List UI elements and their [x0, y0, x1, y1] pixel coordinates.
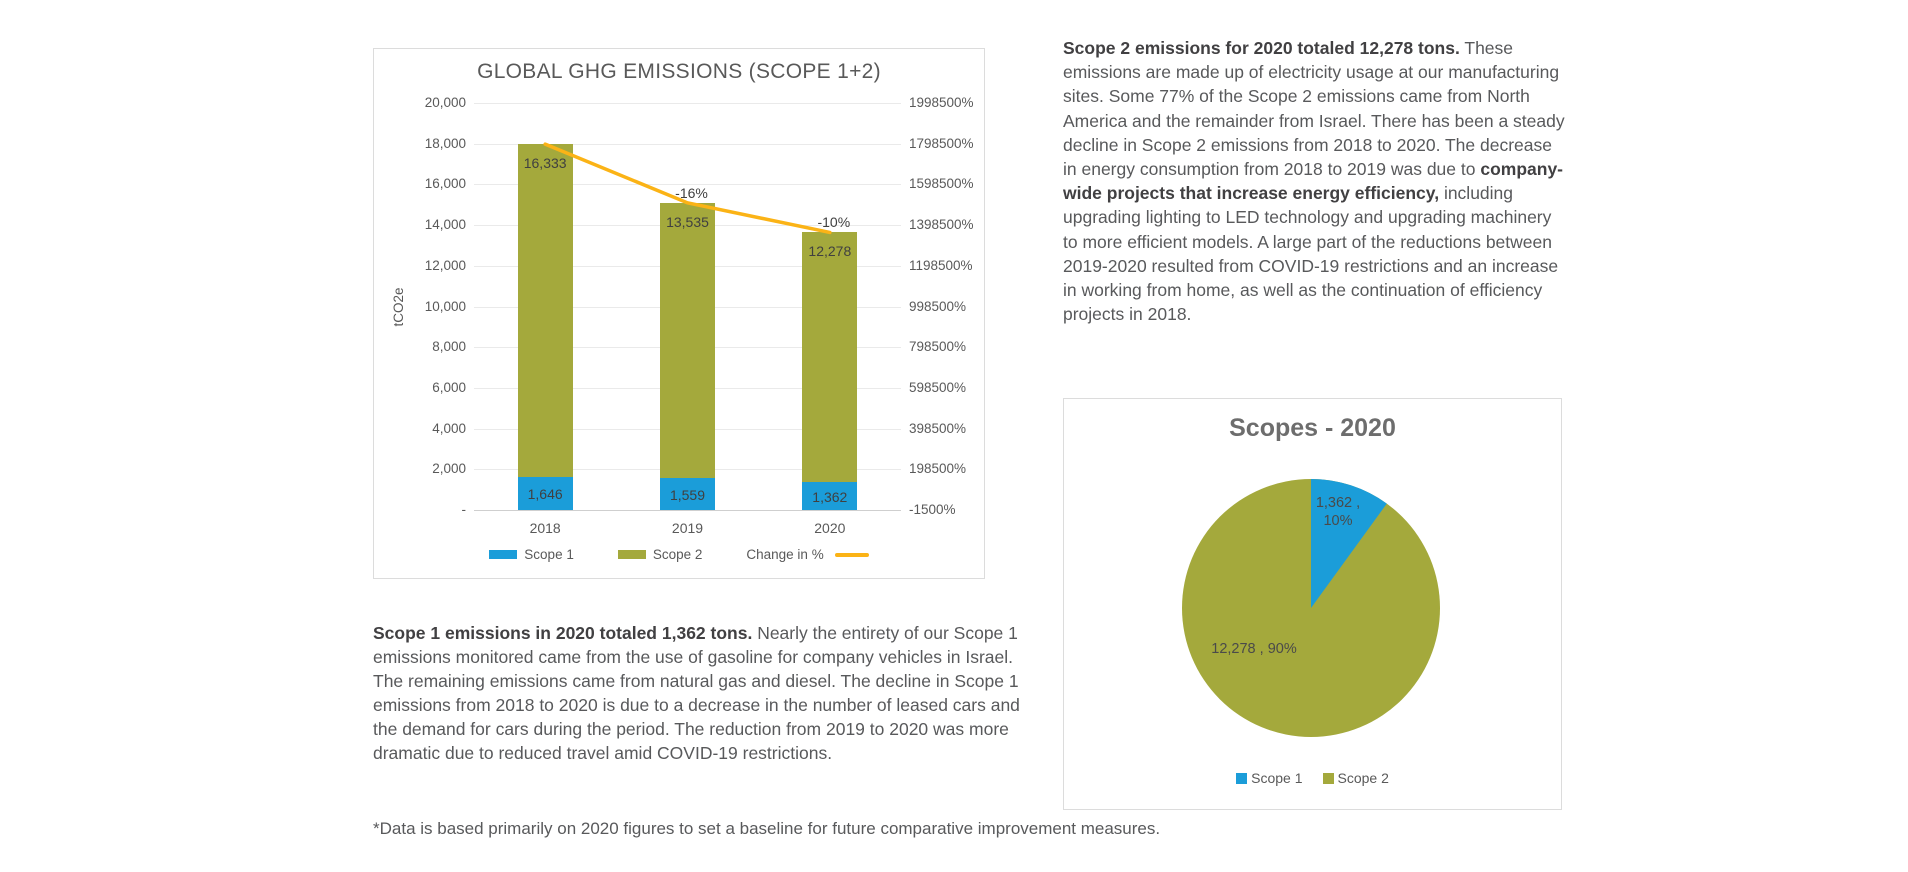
y-axis-tick-label: 2,000 — [432, 461, 466, 477]
legend-item-scope-2: Scope 2 — [1322, 770, 1389, 786]
pie-chart-title: Scopes - 2020 — [1229, 414, 1396, 442]
legend-label: Change in % — [746, 547, 824, 562]
y-axis-tick-label: 18,000 — [424, 135, 466, 151]
legend-label: Scope 2 — [1337, 770, 1389, 786]
legend-label: Scope 1 — [524, 547, 574, 562]
text-run: These emissions are made up of electrici… — [1063, 38, 1565, 180]
legend-swatch-icon — [1236, 772, 1248, 784]
secondary-axis-tick-label: 1198500% — [909, 257, 973, 273]
secondary-axis-tick-label: 398500% — [909, 420, 967, 436]
bar-chart-title: GLOBAL GHG EMISSIONS (SCOPE 1+2) — [477, 60, 881, 83]
scope2-value-label: 13,535 — [666, 213, 709, 230]
y-axis-tick-label: 8,000 — [432, 339, 466, 355]
bar-chart-legend: Scope 1 Scope 2 Change in % — [374, 547, 984, 562]
scope2-bar-segment — [660, 202, 715, 479]
legend-item-scope-2: Scope 2 — [617, 547, 703, 562]
scope1-bar-segment — [517, 476, 573, 510]
scope2-value-label: 12,278 — [808, 243, 852, 260]
legend-swatch-icon — [1322, 772, 1334, 784]
legend-swatch-icon — [617, 550, 646, 559]
scope1-value-label: 1,646 — [527, 485, 563, 502]
scope1-bar-segment — [802, 482, 858, 510]
ghg-emissions-bar-chart: GLOBAL GHG EMISSIONS (SCOPE 1+2) tCO2e 2… — [373, 48, 985, 579]
legend-label: Scope 1 — [1251, 770, 1303, 786]
scope1-value-label: 1,362 — [812, 488, 848, 505]
category-label: 2020 — [814, 520, 846, 536]
bold-text-run: Scope 2 emissions for 2020 totaled 12,27… — [1063, 38, 1460, 58]
pie-chart-plot-area — [1181, 478, 1441, 738]
secondary-axis-tick-label: 1398500% — [909, 217, 974, 233]
secondary-axis-tick-label: -1500% — [909, 502, 956, 517]
y-axis-tick-label: 4,000 — [432, 420, 466, 436]
y-axis-tick-label: 10,000 — [424, 298, 466, 314]
footnote: *Data is based primarily on 2020 figures… — [373, 819, 1161, 838]
y-axis-tick-label: 20,000 — [424, 95, 466, 110]
secondary-axis-tick-label: 1598500% — [909, 176, 974, 192]
category-label: 2019 — [671, 520, 704, 536]
gridline — [474, 103, 901, 104]
legend-swatch-icon — [489, 550, 518, 559]
secondary-axis-tick-label: 1798500% — [909, 135, 974, 151]
legend-item-change-in-percent: Change in % — [746, 547, 869, 562]
secondary-axis-tick-label: 198500% — [909, 461, 967, 477]
scope2-value-label: 16,333 — [523, 155, 567, 172]
y-axis-tick-label: 6,000 — [432, 379, 466, 395]
change-percent-label: -16% — [675, 184, 708, 201]
pie-label-scope2: 12,278 , 90% — [1211, 641, 1297, 657]
scope1-value-label: 1,559 — [669, 486, 706, 503]
y-axis-tick-label: - — [461, 502, 467, 517]
y-axis-tick-label: 14,000 — [424, 217, 466, 233]
scope1-paragraph: Scope 1 emissions in 2020 totaled 1,362 … — [373, 621, 1021, 765]
scopes-2020-pie-chart: Scopes - 2020 1,362 , 10% 12,278 , 90% Sc… — [1063, 398, 1562, 810]
bold-text-run: Scope 1 emissions in 2020 totaled 1,362 … — [373, 623, 753, 643]
legend-label: Scope 2 — [652, 547, 703, 562]
scope2-paragraph: Scope 2 emissions for 2020 totaled 12,27… — [1063, 36, 1565, 326]
pie-label-scope1: 1,362 , 10% — [1315, 495, 1361, 529]
bold-text-run: company-wide projects that increase ener… — [1063, 159, 1563, 204]
secondary-axis-tick-label: 998500% — [909, 298, 967, 314]
pie-graphic — [1182, 479, 1440, 737]
change-percent-label: -10% — [817, 214, 851, 231]
scope2-bar-segment — [517, 144, 573, 477]
text-run: Nearly the entirety of our Scope 1 emiss… — [373, 623, 1020, 763]
gridline — [474, 510, 901, 511]
y-axis-tick-label: 12,000 — [424, 257, 466, 273]
pie-slice-scope1 — [1311, 479, 1387, 608]
legend-item-scope-1: Scope 1 — [489, 547, 574, 562]
secondary-axis-tick-label: 1998500% — [909, 95, 974, 110]
secondary-axis-tick-label: 798500% — [909, 339, 967, 355]
text-run: including upgrading lighting to LED tech… — [1063, 183, 1559, 325]
category-label: 2018 — [529, 520, 561, 536]
legend-item-scope-1: Scope 1 — [1236, 770, 1303, 786]
legend-line-swatch-icon — [834, 552, 869, 557]
scope2-bar-segment — [802, 232, 858, 483]
pie-chart-legend: Scope 1 Scope 2 — [1064, 770, 1561, 786]
y-axis-tick-label: 16,000 — [424, 176, 466, 192]
scope1-bar-segment — [660, 478, 715, 510]
secondary-axis-tick-label: 598500% — [909, 379, 967, 395]
